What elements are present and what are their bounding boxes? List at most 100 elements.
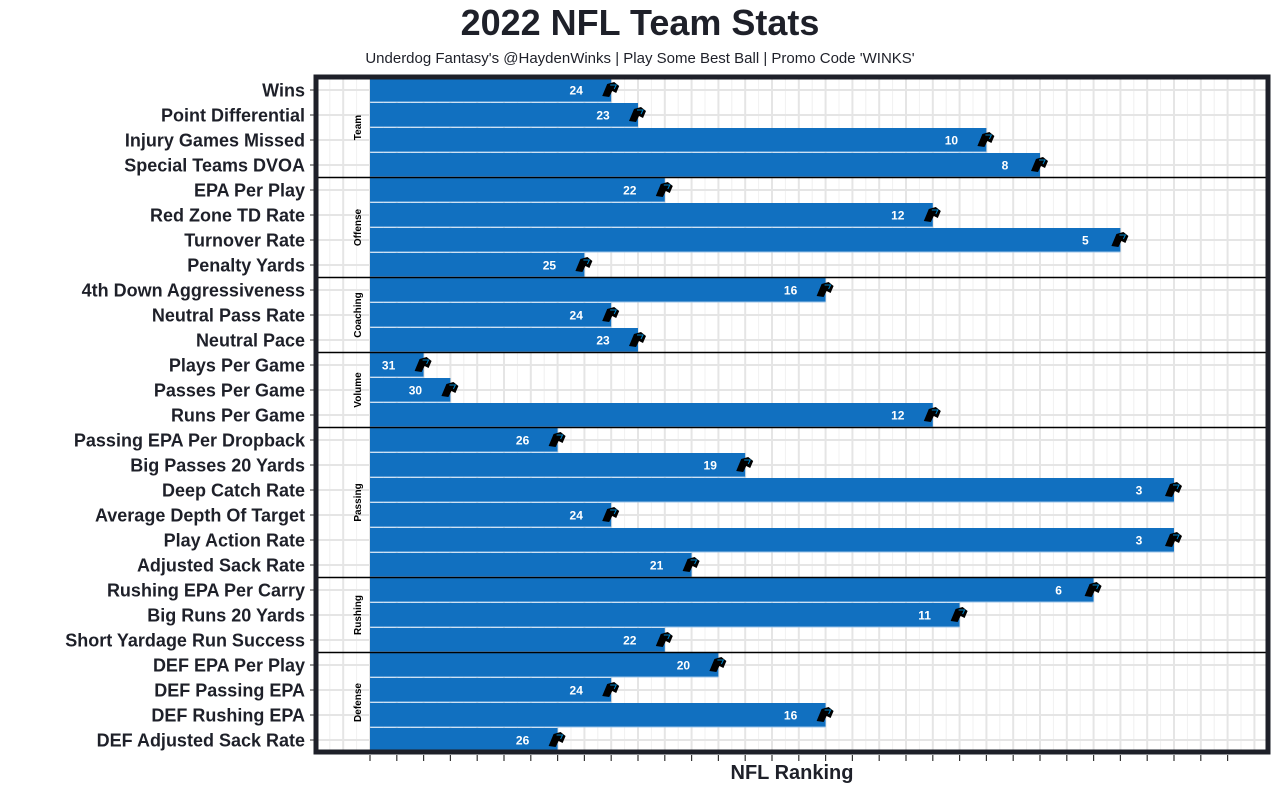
bar xyxy=(370,628,665,652)
bar-value-label: 31 xyxy=(382,359,396,373)
row-label: Big Passes 20 Yards xyxy=(130,456,305,476)
bar-value-label: 20 xyxy=(677,659,691,673)
row-label: Plays Per Game xyxy=(169,356,305,376)
bar-value-label: 26 xyxy=(516,434,530,448)
panthers-logo-icon xyxy=(655,632,673,647)
bar-value-label: 19 xyxy=(704,459,718,473)
bar xyxy=(370,478,1174,502)
bar xyxy=(370,653,719,677)
bar-value-label: 24 xyxy=(570,684,584,698)
facet-label: Offense xyxy=(353,208,364,246)
panthers-logo-icon xyxy=(1165,482,1182,497)
bar-value-label: 3 xyxy=(1136,484,1143,498)
panthers-logo-accent xyxy=(583,259,591,265)
row-label: Short Yardage Run Success xyxy=(65,631,305,651)
panthers-logo-icon xyxy=(950,607,968,622)
row-label: Rushing EPA Per Carry xyxy=(107,581,305,601)
chart-subtitle: Underdog Fantasy's @HaydenWinks | Play S… xyxy=(365,50,915,67)
panthers-logo-accent xyxy=(556,734,564,740)
bar xyxy=(370,103,638,127)
bar xyxy=(370,78,612,102)
panthers-logo-accent xyxy=(1039,159,1046,165)
panthers-logo-accent xyxy=(449,384,457,390)
panthers-logo-icon xyxy=(923,207,941,222)
panthers-logo-accent xyxy=(663,184,671,190)
panthers-logo-icon xyxy=(977,132,995,147)
facet-label: Team xyxy=(353,115,364,140)
bar-value-label: 30 xyxy=(409,384,423,398)
panthers-logo-accent xyxy=(958,609,966,615)
bar-value-label: 16 xyxy=(784,284,798,298)
row-label: Runs Per Game xyxy=(171,406,305,426)
panthers-logo-icon xyxy=(548,432,566,447)
row-label: Average Depth Of Target xyxy=(95,506,305,526)
bar xyxy=(370,178,665,202)
panthers-logo-accent xyxy=(1092,584,1100,590)
row-label: Big Runs 20 Yards xyxy=(147,606,305,626)
bar xyxy=(370,428,558,452)
panthers-logo-icon xyxy=(709,657,727,672)
panthers-logo-icon xyxy=(1031,157,1048,172)
bar xyxy=(370,278,826,302)
bar xyxy=(370,203,933,227)
bar xyxy=(370,703,826,727)
bar-value-label: 3 xyxy=(1136,534,1143,548)
row-label: Deep Catch Rate xyxy=(162,481,305,501)
bar-value-label: 24 xyxy=(570,309,584,323)
row-label: Turnover Rate xyxy=(184,231,305,251)
bar-value-label: 23 xyxy=(596,109,610,123)
row-label: DEF Rushing EPA xyxy=(151,706,305,726)
bar xyxy=(370,553,692,577)
panthers-logo-icon xyxy=(602,682,620,697)
row-label: Red Zone TD Rate xyxy=(150,206,305,226)
bar-value-label: 6 xyxy=(1055,584,1062,598)
bar-value-label: 24 xyxy=(570,509,584,523)
panthers-logo-icon xyxy=(602,307,620,322)
panthers-logo-accent xyxy=(610,509,618,515)
row-label: Neutral Pace xyxy=(196,331,305,351)
panthers-logo-icon xyxy=(1165,532,1182,547)
row-label: Injury Games Missed xyxy=(125,131,305,151)
bar xyxy=(370,128,987,152)
panthers-logo-icon xyxy=(816,282,834,297)
bar xyxy=(370,453,746,477)
panthers-logo-icon xyxy=(1111,232,1129,247)
panthers-logo-accent xyxy=(744,459,752,465)
panthers-logo-accent xyxy=(422,359,430,365)
bar xyxy=(370,303,612,327)
bar-value-label: 23 xyxy=(596,334,610,348)
chart-title: 2022 NFL Team Stats xyxy=(460,2,820,43)
row-label: 4th Down Aggressiveness xyxy=(82,281,305,301)
panthers-logo-accent xyxy=(610,309,618,315)
bar xyxy=(370,353,424,377)
bar-value-label: 5 xyxy=(1082,234,1089,248)
facet-label: Volume xyxy=(353,372,364,408)
bar-value-label: 22 xyxy=(623,634,637,648)
bar xyxy=(370,153,1040,177)
panthers-logo-accent xyxy=(931,209,939,215)
panthers-logo-icon xyxy=(816,707,834,722)
facet-label: Coaching xyxy=(353,292,364,338)
panthers-logo-accent xyxy=(610,84,618,90)
row-label: Play Action Rate xyxy=(164,531,305,551)
panthers-logo-icon xyxy=(629,332,646,347)
panthers-logo-icon xyxy=(602,507,620,522)
panthers-logo-accent xyxy=(637,334,644,340)
panthers-logo-accent xyxy=(717,659,725,665)
bar-value-label: 22 xyxy=(623,184,637,198)
bar-value-label: 16 xyxy=(784,709,798,723)
bar xyxy=(370,528,1174,552)
facet-label: Passing xyxy=(353,483,364,521)
row-label: Passing EPA Per Dropback xyxy=(74,431,306,451)
facet-label: Defense xyxy=(353,683,364,722)
bar-value-label: 24 xyxy=(570,84,584,98)
bar-value-label: 8 xyxy=(1002,159,1009,173)
row-label: DEF Passing EPA xyxy=(154,681,305,701)
panthers-logo-accent xyxy=(1173,534,1180,540)
panthers-logo-accent xyxy=(985,134,993,140)
bar xyxy=(370,228,1121,252)
bar xyxy=(370,578,1094,602)
row-label: Neutral Pass Rate xyxy=(152,306,305,326)
panthers-logo-accent xyxy=(663,634,671,640)
row-label: Passes Per Game xyxy=(154,381,305,401)
